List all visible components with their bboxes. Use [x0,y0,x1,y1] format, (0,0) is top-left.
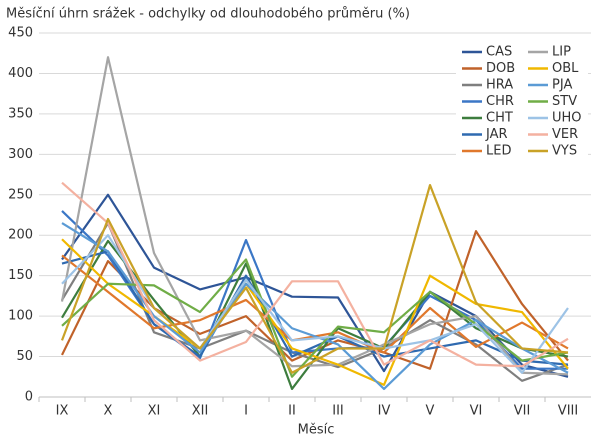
y-tick-label: 0 [25,390,33,405]
legend-label: UHO [552,111,582,126]
legend-label: PJA [552,78,572,93]
series-line [61,181,569,368]
legend-box [456,40,588,168]
legend-label: LIP [552,45,571,60]
x-axis-label: Měsíc [298,423,335,438]
x-tick-label: VI [470,404,483,419]
x-tick-label: III [332,404,344,419]
legend-label: STV [552,94,577,109]
x-tick-label: II [288,404,296,419]
x-tick-label: IX [56,404,69,419]
chart-title: Měsíční úhrn srážek - odchylky od dlouho… [6,7,410,22]
y-tick-label: 150 [8,268,33,283]
y-tick-label: 50 [16,349,33,364]
y-tick-label: 300 [8,147,33,162]
x-tick-label: VII [514,404,531,419]
x-tick-label: I [244,404,248,419]
legend-label: CHR [486,94,514,109]
legend-label: LED [486,144,511,159]
legend-label: OBL [552,61,579,76]
series-line [61,258,569,378]
x-tick-label: XII [192,404,209,419]
y-tick-label: 400 [8,66,33,81]
series-line [61,238,569,386]
x-tick-label: X [104,404,113,419]
series-line [61,210,568,370]
legend-label: VYS [552,144,577,159]
legend-label: DOB [486,61,515,76]
legend-label: HRA [486,78,513,93]
y-tick-label: 350 [8,106,33,121]
x-tick-label: VIII [558,404,578,419]
x-tick-label: IV [378,404,391,419]
series-line [60,183,569,374]
y-tick-label: 200 [8,228,33,243]
legend-label: JAR [485,127,508,142]
x-tick-label: XI [148,404,161,419]
series-line [61,250,569,366]
y-tick-label: 100 [8,309,33,324]
y-tick-label: 250 [8,187,33,202]
legend-label: CAS [486,45,512,60]
legend-label: VER [552,127,578,142]
x-tick-label: V [426,404,435,419]
y-tick-label: 450 [8,26,33,41]
series-line [61,234,569,374]
legend-label: CHT [486,111,513,126]
